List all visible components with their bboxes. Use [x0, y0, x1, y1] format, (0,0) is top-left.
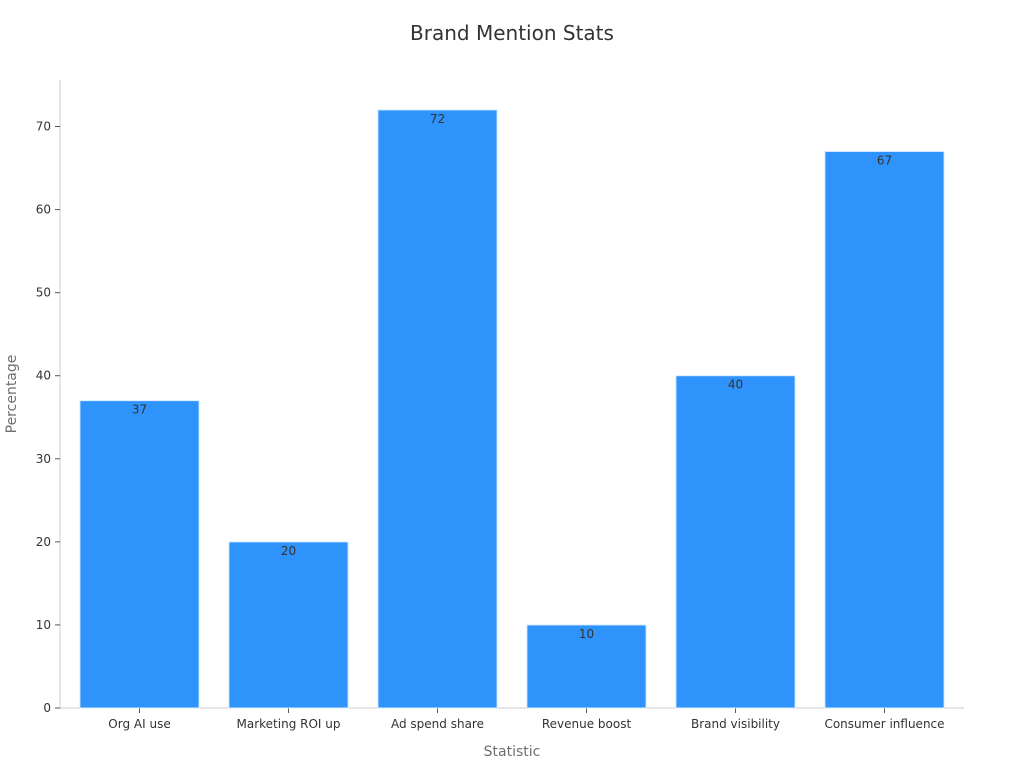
x-tick-label: Brand visibility — [691, 717, 780, 731]
data-label: 37 — [132, 403, 147, 417]
y-axis: 0 10 20 30 40 50 60 70 — [36, 80, 61, 715]
y-axis-label: Percentage — [4, 355, 20, 434]
y-tick-label: 0 — [43, 701, 51, 715]
data-label: 10 — [579, 627, 594, 641]
x-tick-label: Ad spend share — [391, 717, 484, 731]
y-tick-label: 40 — [36, 369, 51, 383]
y-tick-label: 30 — [36, 452, 51, 466]
data-label: 72 — [430, 112, 445, 126]
x-tick-label: Org AI use — [108, 717, 170, 731]
bar — [228, 541, 349, 709]
bar — [526, 624, 647, 709]
data-labels: 37 20 72 10 40 67 — [132, 112, 892, 641]
x-tick-label: Consumer influence — [824, 717, 944, 731]
x-axis-label: Statistic — [484, 744, 541, 760]
data-label: 40 — [728, 378, 743, 392]
y-tick-label: 60 — [36, 203, 51, 217]
data-label: 20 — [281, 544, 296, 558]
bar — [675, 375, 796, 709]
y-tick-label: 50 — [36, 286, 51, 300]
bars — [79, 109, 945, 709]
data-label: 67 — [877, 153, 892, 167]
y-tick-label: 20 — [36, 535, 51, 549]
bar — [377, 109, 498, 709]
bar — [824, 150, 945, 709]
x-tick-label: Revenue boost — [542, 717, 632, 731]
y-tick-label: 70 — [36, 120, 51, 134]
x-tick-label: Marketing ROI up — [237, 717, 341, 731]
y-tick-label: 10 — [36, 618, 51, 632]
x-axis: Org AI use Marketing ROI up Ad spend share… — [60, 707, 964, 731]
chart-title: Brand Mention Stats — [410, 21, 614, 45]
bar — [79, 400, 200, 709]
